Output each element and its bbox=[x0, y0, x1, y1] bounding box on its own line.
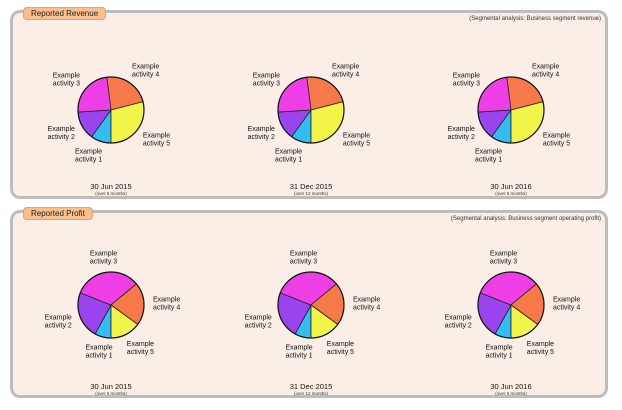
period-note: (over 12 months) bbox=[293, 191, 328, 196]
pie-slice-example-activity-3 bbox=[477, 76, 512, 113]
pie-label: activity 1 bbox=[285, 353, 312, 360]
pie-label: Example bbox=[248, 126, 275, 133]
pie-label: activity 2 bbox=[448, 134, 475, 141]
pie-label: Example bbox=[553, 297, 580, 304]
pie-label: Example bbox=[45, 314, 72, 321]
period-caption: 30 Jun 2016 (over 6 months) bbox=[451, 382, 571, 397]
pie-label: Example bbox=[85, 345, 112, 352]
pie-slice-example-activity-3 bbox=[77, 76, 112, 113]
pie-label: Example bbox=[543, 132, 570, 139]
pie-label: Example bbox=[453, 72, 480, 79]
pie-label: activity 1 bbox=[475, 157, 502, 164]
pie-label: Example bbox=[90, 251, 117, 258]
pie-label: Example bbox=[245, 314, 272, 321]
period-note: (over 6 months) bbox=[495, 391, 527, 396]
period-note: (over 6 months) bbox=[95, 191, 127, 196]
pie-label: Example bbox=[253, 72, 280, 79]
pie-label: activity 4 bbox=[353, 305, 380, 312]
pie-label: activity 4 bbox=[153, 305, 180, 312]
pie-outline bbox=[477, 271, 545, 339]
pie-label: activity 3 bbox=[53, 80, 80, 87]
period-date: 31 Dec 2015 bbox=[289, 182, 333, 191]
period-note: (over 6 months) bbox=[95, 391, 127, 396]
pie-label: activity 3 bbox=[290, 259, 317, 266]
pie-outline bbox=[477, 76, 545, 144]
pie-label: Example bbox=[53, 72, 80, 79]
pie-label: activity 5 bbox=[543, 140, 570, 147]
period-caption: 30 Jun 2016 (over 6 months) bbox=[451, 182, 571, 197]
pie-label: activity 3 bbox=[490, 259, 517, 266]
profit-tab: Reported Profit bbox=[23, 207, 93, 220]
period-caption: 30 Jun 2015 (over 6 months) bbox=[51, 382, 171, 397]
period-caption: 31 Dec 2015 (over 12 months) bbox=[251, 182, 371, 197]
pie-label: Example bbox=[153, 297, 180, 304]
pie-label: activity 2 bbox=[248, 134, 275, 141]
pie-label: activity 5 bbox=[527, 349, 554, 356]
pie-label: Example bbox=[290, 251, 317, 258]
pie-label: Example bbox=[448, 126, 475, 133]
pie-label: activity 1 bbox=[75, 157, 102, 164]
period-note: (over 6 months) bbox=[495, 191, 527, 196]
pie-outline bbox=[277, 76, 345, 144]
pie-label: Example bbox=[445, 314, 472, 321]
pie-outline bbox=[77, 76, 145, 144]
period-date: 31 Dec 2015 bbox=[289, 382, 333, 391]
pie-label: activity 2 bbox=[245, 322, 272, 329]
pie-label: Example bbox=[527, 341, 554, 348]
pie-label: Example bbox=[75, 149, 102, 156]
pie-label: Example bbox=[275, 149, 302, 156]
pie-label: Example bbox=[343, 132, 370, 139]
pie-label: activity 3 bbox=[90, 259, 117, 266]
pie-label: activity 2 bbox=[445, 322, 472, 329]
pie-label: Example bbox=[353, 297, 380, 304]
pie-label: Example bbox=[532, 63, 559, 70]
pie-label: activity 3 bbox=[253, 80, 280, 87]
pie-slice-example-activity-3 bbox=[277, 76, 312, 113]
pie-label: activity 1 bbox=[485, 353, 512, 360]
pie-label: activity 5 bbox=[127, 349, 154, 356]
pie-label: Example bbox=[485, 345, 512, 352]
period-date: 30 Jun 2015 bbox=[90, 382, 132, 391]
pie-label: Example bbox=[475, 149, 502, 156]
pie-label: activity 1 bbox=[85, 353, 112, 360]
pie-label: activity 5 bbox=[327, 349, 354, 356]
period-note: (over 12 months) bbox=[293, 391, 328, 396]
pie-label: activity 4 bbox=[132, 71, 159, 78]
pie-label: Example bbox=[490, 251, 517, 258]
pie-label: Example bbox=[48, 126, 75, 133]
pie-label: activity 4 bbox=[332, 71, 359, 78]
pie-label: activity 4 bbox=[553, 305, 580, 312]
period-caption: 30 Jun 2015 (over 6 months) bbox=[51, 182, 171, 197]
pie-label: activity 2 bbox=[45, 322, 72, 329]
pie-outline bbox=[77, 271, 145, 339]
pie-label: activity 1 bbox=[275, 157, 302, 164]
pie-label: Example bbox=[143, 132, 170, 139]
period-date: 30 Jun 2016 bbox=[490, 382, 532, 391]
pie-label: activity 5 bbox=[143, 140, 170, 147]
pie-label: activity 4 bbox=[532, 71, 559, 78]
pie-label: Example bbox=[285, 345, 312, 352]
pie-label: Example bbox=[132, 63, 159, 70]
period-date: 30 Jun 2016 bbox=[490, 182, 532, 191]
pie-label: Example bbox=[127, 341, 154, 348]
pie-outline bbox=[277, 271, 345, 339]
pie-label: activity 3 bbox=[453, 80, 480, 87]
pie-label: activity 5 bbox=[343, 140, 370, 147]
period-caption: 31 Dec 2015 (over 12 months) bbox=[251, 382, 371, 397]
revenue-note: (Segmental analysis: Business segment re… bbox=[469, 16, 601, 22]
pie-label: Example bbox=[332, 63, 359, 70]
pie-label: activity 2 bbox=[48, 134, 75, 141]
revenue-tab: Reported Revenue bbox=[23, 7, 107, 20]
period-date: 30 Jun 2015 bbox=[90, 182, 132, 191]
profit-note: (Segmental analysis: Business segment op… bbox=[450, 216, 601, 222]
pie-label: Example bbox=[327, 341, 354, 348]
